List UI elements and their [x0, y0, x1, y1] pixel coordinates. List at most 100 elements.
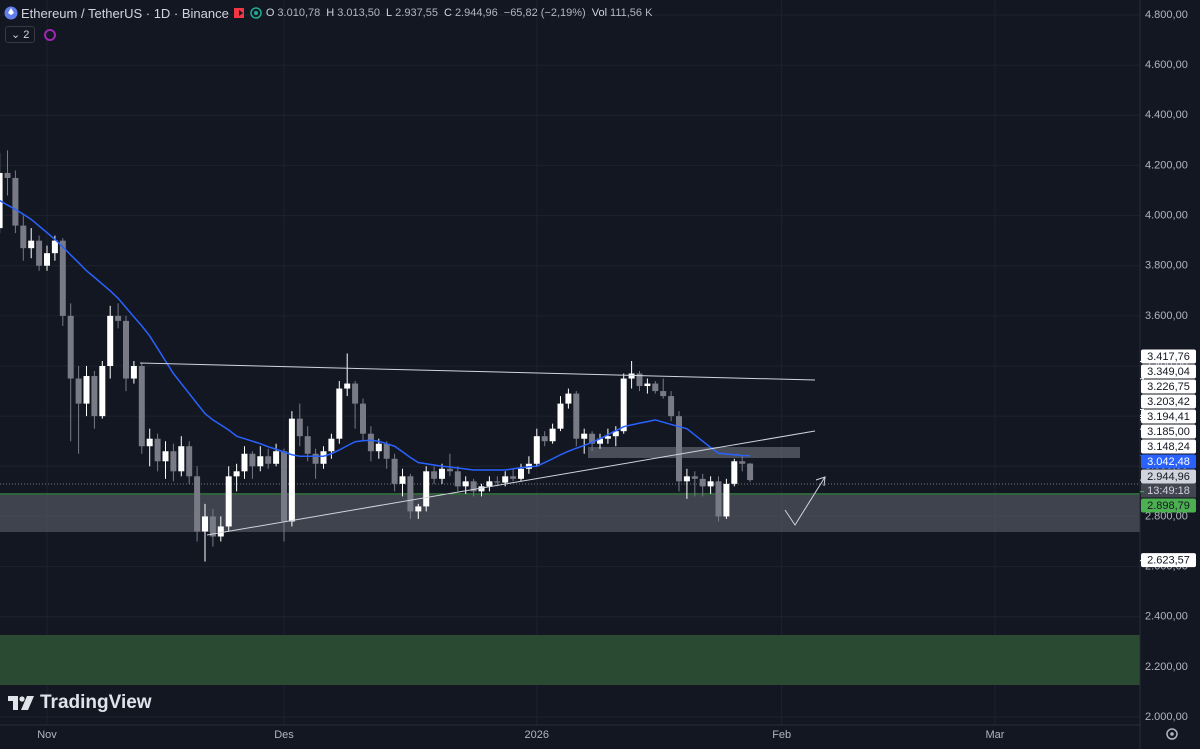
- candle-body: [186, 446, 193, 477]
- candle-body: [281, 451, 287, 522]
- y-tick-label: 2.200,00: [1145, 661, 1188, 673]
- price-label-box: [1141, 469, 1196, 484]
- open-label: O: [265, 7, 275, 19]
- candle-body: [352, 383, 359, 404]
- candle-body: [431, 471, 438, 479]
- axis-labels: 2.000,002.200,002.400,002.600,002.800,00…: [37, 9, 1196, 741]
- candle-body: [107, 315, 114, 366]
- candle-body: [115, 315, 122, 321]
- price-label: 2.623,57: [1147, 555, 1190, 567]
- candle-body: [549, 428, 556, 442]
- candle-body: [91, 376, 98, 417]
- settings-icon: [1170, 732, 1174, 736]
- symbol-icon: [4, 6, 18, 20]
- candle-body: [723, 483, 730, 517]
- settings-button[interactable]: [1166, 728, 1178, 740]
- price-label-box: [1141, 424, 1196, 439]
- candle-body: [660, 391, 667, 397]
- low-label: L: [386, 7, 393, 19]
- price-label-box: [1141, 553, 1196, 568]
- candle-body: [296, 418, 303, 437]
- candle-body: [375, 443, 382, 452]
- trendline: [206, 430, 816, 536]
- flag-icon[interactable]: [232, 6, 246, 20]
- candle-body: [328, 438, 335, 452]
- candle-body: [683, 476, 690, 482]
- candle-body: [715, 481, 722, 517]
- candle-body: [462, 481, 469, 487]
- candle-body: [28, 240, 35, 249]
- y-tick-label: 4.400,00: [1145, 109, 1188, 121]
- volume-value: 111,56 K: [610, 7, 653, 19]
- candle-body: [146, 438, 153, 447]
- candle-body: [470, 481, 477, 492]
- volume-label: Vol: [591, 7, 608, 19]
- candle-body: [288, 418, 295, 522]
- candle-body: [415, 506, 422, 512]
- candle-body: [194, 476, 201, 532]
- watermark-text: TradingView: [40, 692, 152, 713]
- candle-body: [217, 526, 224, 537]
- candle-body: [731, 461, 738, 484]
- indicator-row: ⌄ 2: [5, 26, 57, 43]
- candle-body: [652, 383, 659, 392]
- candle-body: [668, 396, 675, 417]
- candle-body: [597, 438, 603, 444]
- candle-body: [44, 253, 50, 266]
- x-tick-label: Des: [274, 729, 294, 741]
- candle-body: [83, 376, 90, 404]
- candle-body: [541, 436, 548, 442]
- price-label: 3.203,42: [1147, 396, 1190, 408]
- candle-body: [20, 225, 27, 249]
- candle-body: [628, 373, 635, 379]
- candle-body: [644, 383, 651, 387]
- candle-body: [336, 388, 343, 439]
- countdown: 13:49:18: [1147, 485, 1190, 497]
- candle-body: [691, 476, 698, 479]
- candles: [0, 150, 754, 562]
- candle-body: [739, 461, 746, 464]
- candle-body: [533, 436, 540, 464]
- candle-body: [612, 431, 619, 437]
- price-label-box: [1141, 364, 1196, 379]
- candle-body: [138, 366, 145, 447]
- candle-body: [178, 446, 185, 472]
- logo-icon: [8, 696, 34, 710]
- price-label-box: [1141, 439, 1196, 454]
- candle-body: [209, 516, 216, 537]
- price-label-box: [1141, 394, 1196, 409]
- candle-body: [36, 240, 43, 266]
- indicator-icon[interactable]: [43, 28, 57, 42]
- y-tick-label: 3.600,00: [1145, 310, 1188, 322]
- candle-body: [747, 463, 754, 481]
- candle-body: [486, 481, 493, 487]
- candle-body: [75, 378, 82, 404]
- candle-body: [265, 456, 272, 464]
- candle-body: [581, 433, 588, 439]
- symbol-title[interactable]: Ethereum / TetherUS · 1D · Binance: [21, 5, 229, 21]
- x-tick-label: Feb: [772, 729, 791, 741]
- x-tick-label: Mar: [986, 729, 1005, 741]
- candle-body: [225, 476, 232, 527]
- legend: Ethereum / TetherUS · 1D · Binance O 3.01…: [4, 4, 655, 22]
- y-tick-label: 4.600,00: [1145, 59, 1188, 71]
- y-tick-label: 4.000,00: [1145, 209, 1188, 221]
- price-label: 3.148,24: [1147, 441, 1190, 453]
- candle-body: [391, 458, 398, 484]
- candle-body: [423, 471, 430, 507]
- y-tick-label: 2.800,00: [1145, 510, 1188, 522]
- open-value: 3.010,78: [277, 7, 321, 19]
- price-label-box: [1141, 498, 1196, 513]
- candle-body: [510, 476, 517, 479]
- indicator-toggle[interactable]: ⌄ 2: [5, 26, 36, 43]
- candle-body: [478, 486, 485, 492]
- candle-body: [439, 468, 445, 479]
- candle-body: [123, 320, 129, 379]
- candle-body: [67, 315, 74, 379]
- candle-body: [154, 438, 161, 462]
- candle-body: [707, 481, 714, 487]
- price-label: 3.042,48: [1147, 456, 1190, 468]
- candle-body: [51, 240, 58, 254]
- support-zone: [0, 495, 1140, 532]
